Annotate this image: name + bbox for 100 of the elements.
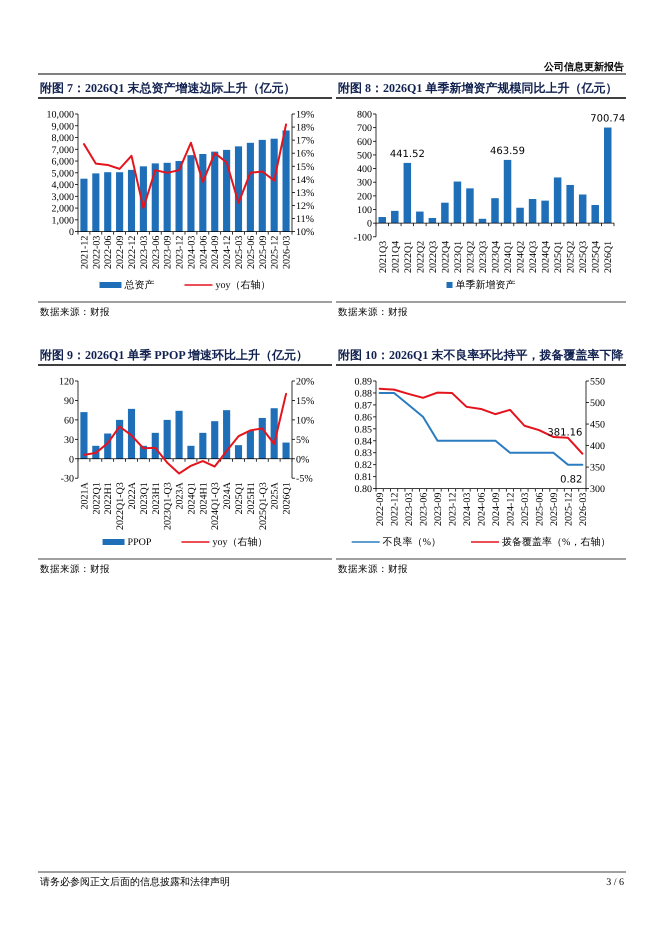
bar — [378, 217, 386, 224]
x-tick-label: 2023A — [174, 481, 186, 510]
bar — [416, 212, 424, 224]
bar — [528, 199, 536, 224]
y-tick-label: 800 — [357, 110, 372, 120]
x-tick-label: 2025-03 — [520, 492, 531, 526]
y2-tick-label: 15% — [296, 162, 314, 173]
y-tick-label: 0.83 — [354, 448, 372, 460]
chart-title: 附图 8：2026Q1 单季新增资产规模同比上升（亿元） — [338, 81, 618, 95]
y2-tick-label: 17% — [296, 136, 314, 147]
bar — [234, 146, 242, 232]
bar — [211, 421, 218, 459]
x-tick-label: 2025H1 — [246, 482, 257, 514]
text: 请务必参阅正文后面的信息披露和法律声明 — [40, 876, 230, 888]
x-tick-label: 2025Q3 — [578, 240, 590, 274]
y-tick-label: 200 — [357, 191, 372, 202]
y-tick-label: 2,000 — [52, 204, 74, 215]
y-tick-label: 500 — [357, 150, 372, 162]
bar — [128, 408, 136, 459]
x-tick-label: 2024-03 — [462, 492, 474, 526]
y-tick-label: -30 — [60, 474, 74, 485]
x-tick-label: 2023-09 — [433, 492, 444, 526]
bar — [128, 170, 136, 232]
x-tick-label: 2025Q1 — [234, 482, 245, 514]
bar — [80, 412, 88, 459]
y-tick-label: 9,000 — [52, 121, 74, 132]
y-tick-label: 0 — [69, 227, 74, 238]
bar — [164, 162, 171, 232]
bar — [282, 442, 290, 459]
y2-tick-label: 13% — [296, 188, 314, 199]
y-tick-label: 3,000 — [52, 192, 74, 203]
x-tick-label: 2023Q3 — [478, 240, 489, 274]
x-tick-label: 2025-06 — [246, 236, 257, 269]
bar — [391, 210, 399, 224]
x-tick-label: 2023Q4 — [490, 240, 502, 274]
bar — [152, 163, 159, 232]
x-tick-label: 2021Q4 — [390, 240, 402, 274]
x-tick-label: 2024A — [222, 481, 234, 510]
bar — [116, 172, 124, 232]
line-series — [378, 392, 584, 466]
y-tick-label: 700 — [357, 123, 372, 134]
bar — [604, 128, 612, 224]
x-tick-label: 2025-12 — [563, 492, 574, 526]
x-tick-label: 2025-06 — [534, 492, 546, 526]
chart-title: 附图 7：2026Q1 末总资产增速边际上升（亿元） — [40, 81, 296, 95]
x-tick-label: 2023-06 — [150, 236, 162, 269]
x-tick-label: 2024-06 — [198, 236, 210, 269]
x-tick-label: 2023-12 — [174, 236, 186, 269]
x-tick-label: 2023Q1-Q3 — [162, 482, 174, 530]
bar — [187, 446, 195, 459]
line-series — [82, 392, 288, 475]
x-tick-label: 2022-06 — [103, 236, 114, 269]
x-tick-label: 2022H1 — [103, 482, 114, 514]
bar — [258, 140, 266, 232]
x-tick-label: 2024Q3 — [528, 240, 540, 274]
bar — [466, 188, 474, 224]
bar — [428, 218, 436, 224]
data-label: 0.82 — [560, 474, 582, 486]
bar — [223, 410, 230, 459]
bar — [491, 198, 499, 224]
x-tick-label: 2022-03 — [91, 236, 102, 269]
x-tick-label: 2022-12 — [127, 236, 138, 269]
y-tick-label: 0 — [69, 454, 74, 466]
data-label: 381.16 — [547, 428, 582, 439]
bar — [270, 138, 278, 232]
y2-tick-label: 10% — [296, 227, 314, 238]
legend-label: 单季新增资产 — [456, 279, 516, 291]
bar — [516, 208, 524, 224]
bar — [441, 202, 449, 224]
x-tick-label: 2022Q4 — [440, 240, 452, 274]
bar — [199, 432, 206, 459]
x-tick-label: 2025-03 — [234, 236, 245, 269]
x-tick-label: 2025Q2 — [566, 240, 577, 274]
x-tick-label: 2024-09 — [210, 236, 222, 269]
y-tick-label: 7,000 — [52, 144, 74, 156]
x-tick-label: 2024H1 — [198, 482, 210, 514]
x-tick-label: 2022Q1 — [91, 482, 102, 514]
y-tick-label: 1,000 — [52, 215, 74, 226]
y2-tick-label: 550 — [590, 376, 605, 388]
y-tick-label: 400 — [357, 164, 372, 176]
bar — [234, 445, 242, 459]
bar — [175, 410, 183, 459]
y2-tick-label: 19% — [296, 110, 314, 120]
x-tick-label: 2024Q1-Q3 — [210, 482, 222, 530]
y-tick-label: 0.85 — [354, 424, 372, 436]
x-tick-label: 2025-09 — [548, 492, 560, 526]
legend-label: PPOP — [128, 537, 152, 548]
bar — [152, 432, 159, 459]
y2-tick-label: 500 — [590, 398, 605, 410]
y2-tick-label: -5% — [296, 474, 313, 485]
x-tick-label: 2023Q1 — [452, 240, 464, 274]
x-tick-label: 2025Q1-Q3 — [258, 482, 269, 530]
chart-title: 附图 9：2026Q1 单季 PPOP 增速环比上升（亿元） — [40, 348, 308, 362]
y-tick-label: 8,000 — [52, 133, 74, 144]
x-tick-label: 2024-03 — [186, 236, 198, 269]
x-tick-label: 2023-06 — [418, 492, 430, 526]
legend-label: 不良率（%） — [382, 536, 441, 548]
y-tick-label: 0.81 — [354, 472, 372, 484]
y2-tick-label: 350 — [590, 462, 605, 474]
y-tick-label: 600 — [357, 136, 372, 148]
